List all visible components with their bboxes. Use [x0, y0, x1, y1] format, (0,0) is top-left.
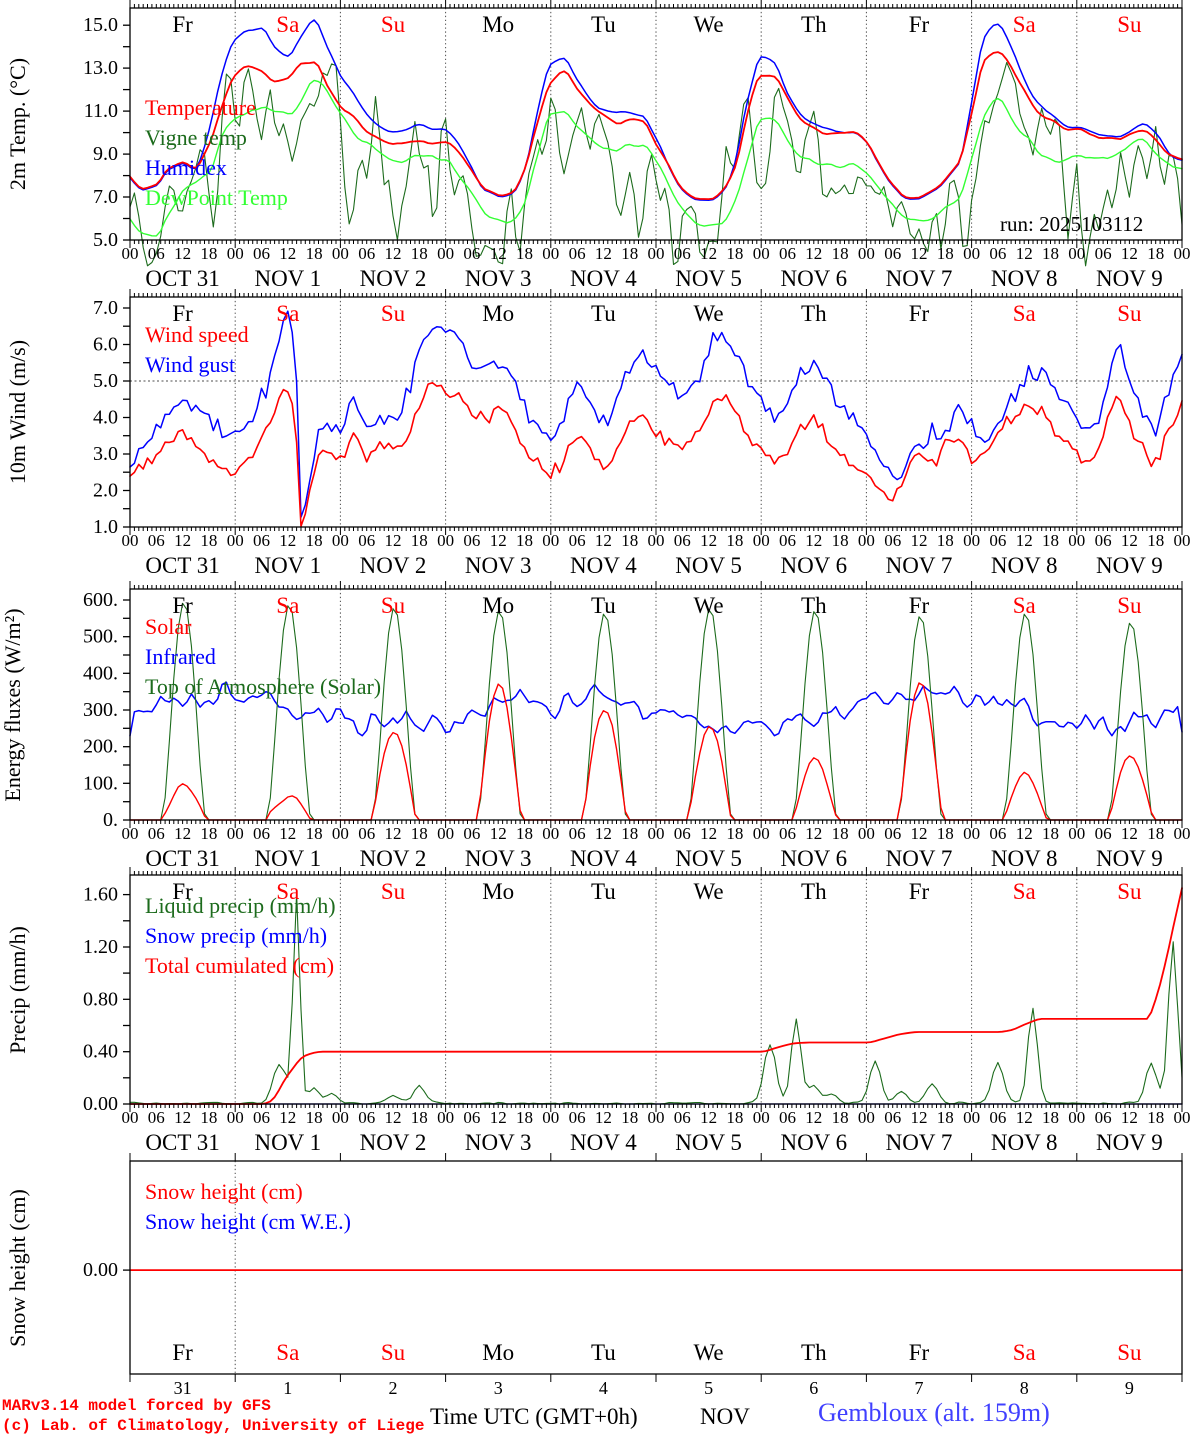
svg-text:5.0: 5.0 — [93, 229, 118, 251]
svg-text:0.00: 0.00 — [83, 1259, 118, 1281]
svg-text:1.0: 1.0 — [93, 516, 118, 538]
svg-text:500.: 500. — [83, 626, 118, 648]
svg-text:1.20: 1.20 — [83, 936, 118, 958]
svg-text:0.40: 0.40 — [83, 1041, 118, 1063]
svg-text:2.0: 2.0 — [93, 480, 118, 502]
svg-text:200.: 200. — [83, 736, 118, 758]
svg-text:6.0: 6.0 — [93, 334, 118, 356]
svg-text:4.0: 4.0 — [93, 407, 118, 429]
svg-text:9.0: 9.0 — [93, 143, 118, 165]
svg-text:0.00: 0.00 — [83, 1093, 118, 1115]
svg-text:15.0: 15.0 — [83, 14, 118, 36]
svg-text:13.0: 13.0 — [83, 57, 118, 79]
svg-text:100.: 100. — [83, 772, 118, 794]
svg-text:3.0: 3.0 — [93, 443, 118, 465]
svg-text:0.80: 0.80 — [83, 988, 118, 1010]
svg-text:300.: 300. — [83, 699, 118, 721]
svg-text:1.60: 1.60 — [83, 884, 118, 906]
svg-text:5.0: 5.0 — [93, 370, 118, 392]
svg-text:7.0: 7.0 — [93, 297, 118, 319]
svg-text:11.0: 11.0 — [84, 100, 118, 122]
svg-text:7.0: 7.0 — [93, 186, 118, 208]
svg-text:600.: 600. — [83, 589, 118, 611]
svg-text:400.: 400. — [83, 662, 118, 684]
